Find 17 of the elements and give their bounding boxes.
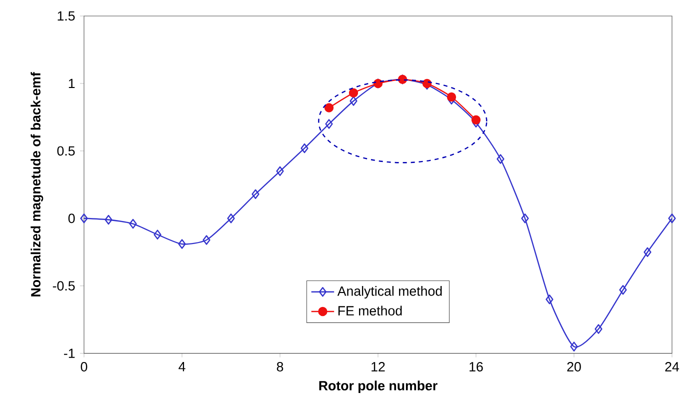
x-tick-label: 8: [276, 362, 284, 372]
y-tick-label: 0.5: [57, 146, 75, 156]
y-axis-title: Normalized magnetude of back-emf: [30, 72, 44, 296]
x-tick-label: 4: [178, 362, 186, 372]
y-tick-label: 1.5: [58, 11, 75, 21]
x-tick-label: 24: [665, 362, 680, 372]
x-tick-label: 12: [372, 362, 385, 372]
y-tick-label: 0: [68, 214, 75, 224]
y-tick-label: -1: [64, 348, 75, 358]
legend-label: FE method: [338, 306, 402, 316]
x-axis-title: Rotor pole number: [319, 380, 438, 394]
legend-label: Analytical method: [337, 286, 442, 298]
y-tick-label: -0.5: [52, 281, 75, 291]
x-tick-label: 0: [80, 362, 88, 372]
x-tick-label: 16: [470, 362, 483, 372]
y-tick-label: 1: [68, 78, 75, 88]
x-tick-label: 20: [567, 362, 581, 372]
